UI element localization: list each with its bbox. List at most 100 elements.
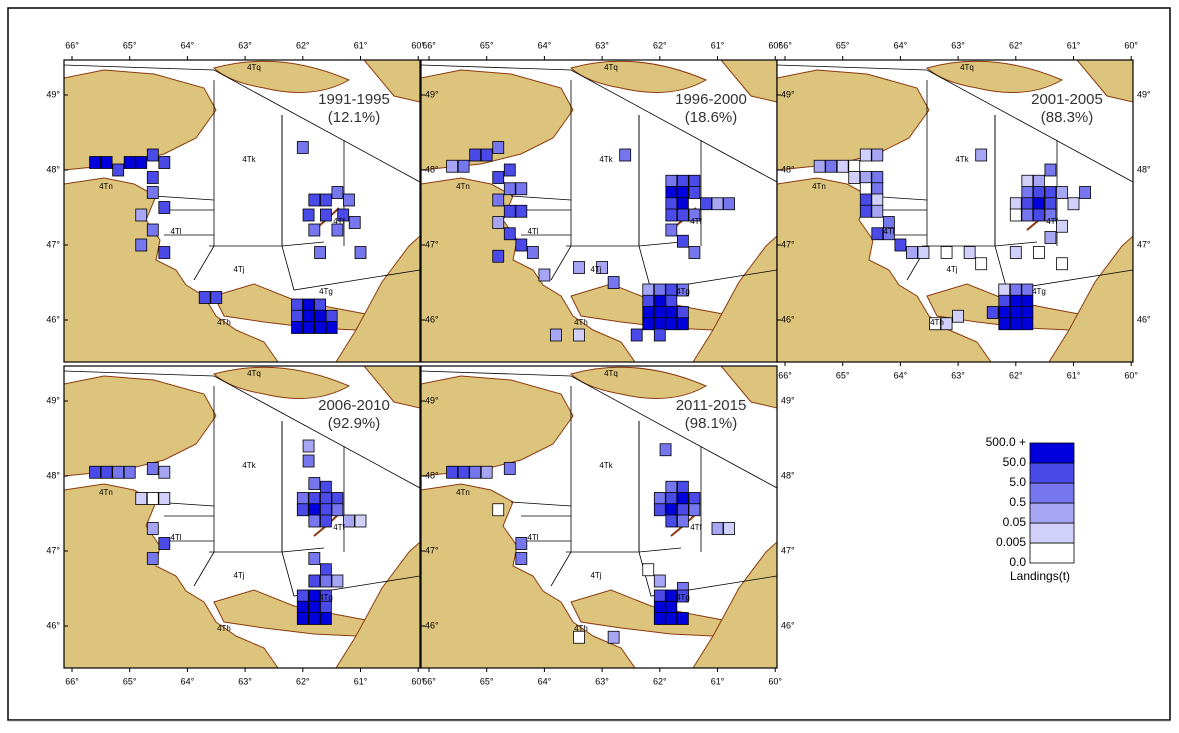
share-label: (12.1%)	[328, 109, 381, 126]
land	[64, 177, 279, 362]
period-label: 2001-2005	[1031, 91, 1103, 108]
landings-cell	[871, 193, 884, 207]
landings-cell	[492, 141, 505, 154]
land	[421, 483, 636, 668]
zone-boundary	[64, 64, 420, 183]
landings-cell	[665, 174, 678, 188]
landings-cell	[676, 480, 689, 494]
landings-cell	[296, 492, 309, 505]
landings-cell	[296, 503, 309, 517]
zone-boundary	[510, 195, 572, 201]
landings-cell	[480, 148, 493, 162]
land	[1076, 60, 1133, 103]
landings-cell	[89, 465, 101, 479]
zone-boundary	[421, 64, 777, 183]
zone-label: 4Th	[217, 624, 231, 633]
landings-cell	[1009, 208, 1022, 222]
landings-cell	[1032, 246, 1045, 259]
zone-label: 4Tl	[527, 227, 538, 236]
landings-cell	[825, 159, 838, 173]
landings-cell	[665, 503, 678, 517]
lon-tick-label: 62°	[1009, 40, 1023, 50]
land	[570, 366, 708, 399]
landings-cell	[550, 328, 562, 342]
map-panel: 4Tq 4Tk 4Tl 4Tj 4Tf 4Tg 4Th 4Tn 2006-2010(92.9%)…	[46, 365, 425, 686]
lat-tick-label: 49°	[425, 89, 439, 99]
landings-cell	[1009, 283, 1022, 297]
lon-tick-label: 63°	[595, 676, 609, 686]
zone-label: 4Tq	[247, 369, 261, 378]
landings-cell	[859, 171, 872, 184]
lat-tick-label: 48°	[781, 470, 795, 480]
landings-cell	[1079, 186, 1091, 199]
lat-tick-label: 47°	[781, 545, 795, 555]
landings-cell	[1067, 197, 1080, 211]
landings-cell	[1009, 246, 1022, 259]
landings-cell	[337, 208, 350, 222]
landings-cell	[711, 522, 724, 535]
landings-cell	[653, 306, 666, 319]
zone-boundary	[193, 551, 215, 587]
frame	[7, 7, 1171, 721]
landings-cell	[871, 227, 884, 241]
landings-cell	[135, 492, 148, 505]
landings-cell	[146, 492, 159, 505]
map-panel: 4Tq 4Tk 4Tl 4Tj 4Tf 4Tg 4Th 4Tn 1991-1995(12.1%)…	[46, 40, 425, 363]
lon-tick-label: 66°	[422, 40, 436, 50]
map-body: 4Tq 4Tk 4Tl 4Tj 4Tf 4Tg 4Th 4Tn	[64, 60, 420, 362]
lon-tick-label: 61°	[1067, 40, 1081, 50]
landings-cell	[446, 159, 458, 173]
land	[421, 69, 574, 171]
lat-tick-label: 46°	[425, 314, 439, 324]
lon-tick-label: 60°	[411, 40, 425, 50]
landings-cell	[319, 600, 332, 614]
lat-tick-label: 46°	[781, 620, 795, 630]
landings-cell	[940, 317, 953, 331]
landings-cell	[296, 600, 309, 614]
landings-cell	[314, 298, 327, 312]
landings-cell	[848, 159, 861, 173]
landings-cell	[319, 193, 332, 207]
landings-cell	[503, 182, 516, 196]
lon-tick-label: 66°	[65, 676, 79, 686]
landings-cell	[917, 246, 930, 259]
land	[421, 177, 636, 362]
land	[926, 60, 1064, 93]
lat-tick-label: 49°	[781, 89, 795, 99]
map-body: 4Tq 4Tk 4Tl 4Tj 4Tf 4Tg 4Th 4Tn	[421, 366, 777, 668]
landings-cell	[457, 159, 470, 173]
lon-tick-label: 65°	[836, 40, 850, 50]
landings-cell	[308, 193, 321, 207]
zone-label: 4Tk	[242, 461, 256, 470]
landings-cell	[1021, 317, 1034, 331]
landings-cell	[308, 552, 321, 565]
map-panel: 4Tq 4Tk 4Tl 4Tj 4Tf 4Tg 4Th 4Tn 2001-2005(88.3%)…	[776, 40, 1151, 380]
landings-cell	[146, 552, 159, 565]
legend-label: 0.0	[1009, 555, 1026, 569]
landings-cell	[665, 480, 678, 494]
lon-tick-label: 62°	[653, 40, 667, 50]
lat-tick-label: 47°	[425, 545, 439, 555]
landings-cell	[1009, 306, 1022, 319]
lat-tick-label: 49°	[1137, 89, 1151, 99]
landings-cell	[1021, 174, 1034, 188]
landings-cell	[503, 227, 516, 241]
lon-tick-label: 66°	[778, 370, 792, 380]
lat-tick-label: 49°	[46, 395, 60, 405]
landings-cell	[1032, 174, 1045, 188]
lon-tick-label: 63°	[238, 676, 252, 686]
landings-cell	[676, 208, 689, 222]
landings-cell	[302, 321, 315, 334]
land	[335, 541, 420, 668]
landings-cell	[331, 503, 344, 517]
landings-cell	[308, 600, 321, 614]
landings-cell	[331, 186, 344, 199]
landings-cell	[1056, 219, 1068, 233]
lon-tick-label: 64°	[538, 40, 552, 50]
lat-tick-label: 46°	[1137, 314, 1151, 324]
landings-cell	[676, 174, 689, 188]
share-label: (88.3%)	[1041, 109, 1094, 126]
landings-cell	[446, 465, 458, 479]
landings-cell	[308, 574, 321, 588]
lon-tick-label: 65°	[123, 40, 137, 50]
